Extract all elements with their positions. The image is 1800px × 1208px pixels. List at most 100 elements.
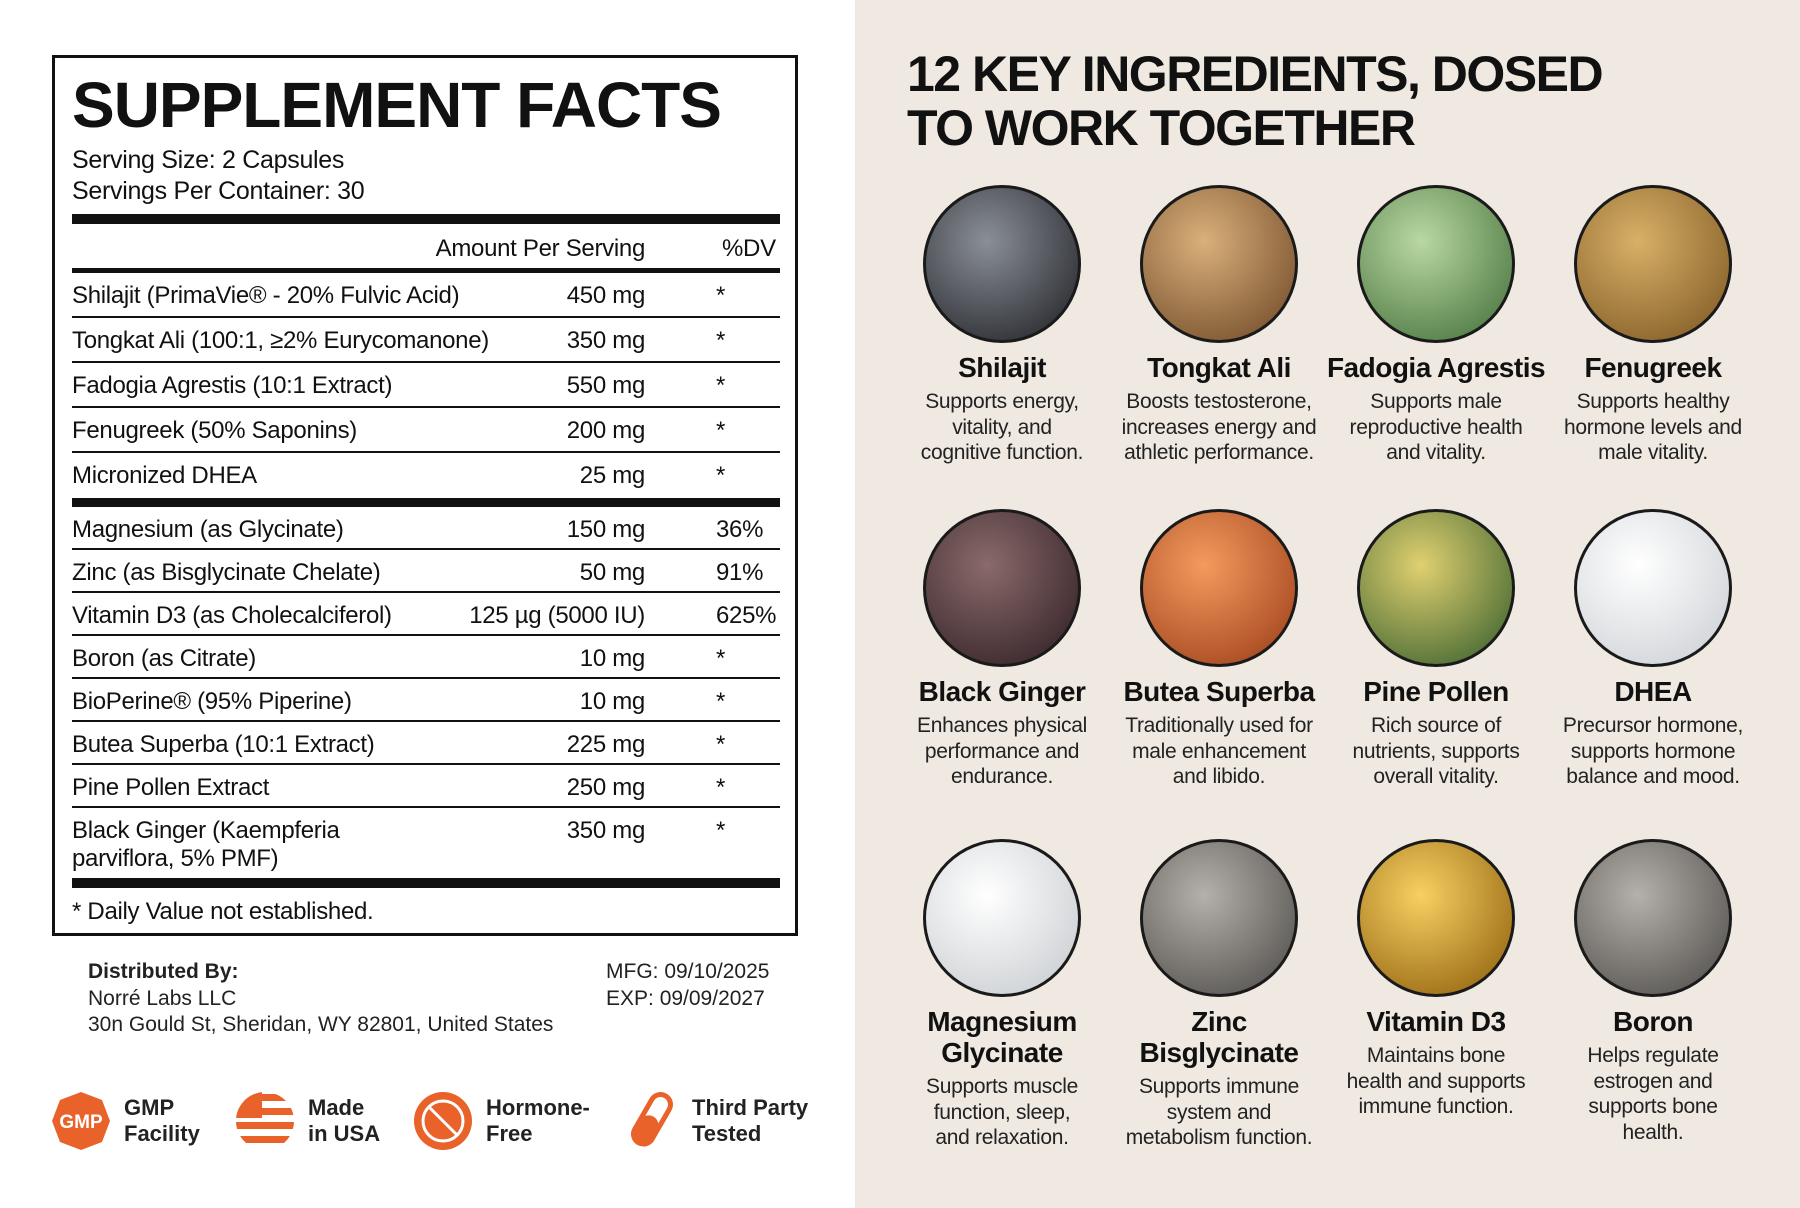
daily-value: *	[716, 372, 726, 399]
ingredient-card: Zinc Bisglycinate Supports immune system …	[1099, 1006, 1339, 1151]
ingredient-card: Fenugreek Supports healthy hormone levels…	[1533, 352, 1773, 466]
ingredient-image	[1574, 839, 1732, 997]
ingredient-description: Traditionally used for male enhancement …	[1125, 714, 1313, 788]
ingredient-title: Butea Superba	[1123, 676, 1315, 707]
daily-value: *	[716, 731, 726, 758]
gmp-icon: GMP	[52, 1092, 110, 1150]
rule	[72, 548, 780, 550]
amount: 10 mg	[579, 688, 646, 715]
ingredient-description: Enhances physical performance and endura…	[916, 714, 1087, 788]
ingredient-title: Zinc Bisglycinate	[1139, 1006, 1299, 1068]
facts-row: Boron (as Citrate) 10 mg *	[72, 636, 780, 679]
ingredient-card: Pine Pollen Rich source of nutrients, sup…	[1316, 676, 1556, 790]
ingredient-description: Supports healthy hormone levels and male…	[1564, 390, 1742, 464]
ingredient-image	[923, 509, 1081, 667]
column-header: Amount Per Serving	[435, 235, 646, 262]
serving-size: Serving Size: 2 Capsules	[72, 146, 345, 174]
rule	[72, 806, 780, 808]
badge-label: Made in USA	[308, 1095, 381, 1146]
ingredient-description: Supports energy, vitality, and cognitive…	[920, 390, 1084, 464]
footnote: * Daily Value not established.	[72, 898, 374, 925]
facts-row: Zinc (as Bisglycinate Chelate) 50 mg 91%	[72, 550, 780, 593]
exp-date: EXP: 09/09/2027	[606, 987, 765, 1010]
daily-value: 625%	[716, 602, 777, 629]
mfg-date: MFG: 09/10/2025	[606, 960, 770, 983]
ingredient-name: Magnesium (as Glycinate)	[72, 516, 344, 543]
daily-value: *	[716, 327, 726, 354]
daily-value: *	[716, 282, 726, 309]
test-tube-icon	[631, 1092, 673, 1147]
ingredient-name: Butea Superba (10:1 Extract)	[72, 731, 375, 758]
ingredient-name: Shilajit (PrimaVie® - 20% Fulvic Acid)	[72, 282, 460, 309]
amount: 250 mg	[566, 774, 646, 801]
amount: 550 mg	[566, 372, 646, 399]
ingredient-name: Fenugreek (50% Saponins)	[72, 417, 357, 444]
distributor-address: 30n Gould St, Sheridan, WY 82801, United…	[88, 1013, 554, 1036]
amount: 50 mg	[579, 559, 646, 586]
facts-box	[52, 55, 798, 936]
ingredient-title: Shilajit	[958, 352, 1046, 383]
thick-rule	[72, 878, 780, 888]
distributor-label: Distributed By:	[88, 960, 239, 983]
amount: 225 mg	[566, 731, 646, 758]
ingredient-image	[1574, 509, 1732, 667]
ingredient-title: Fenugreek	[1584, 352, 1722, 383]
ingredient-title: DHEA	[1614, 676, 1692, 707]
distributor-name: Norré Labs LLC	[88, 987, 237, 1010]
amount: 450 mg	[566, 282, 646, 309]
amount: 25 mg	[579, 462, 646, 489]
amount: 350 mg	[566, 327, 646, 354]
ingredient-card: Boron Helps regulate estrogen and support…	[1533, 1006, 1773, 1145]
ingredient-card: Tongkat Ali Boosts testosterone, increase…	[1099, 352, 1339, 466]
servings-per-container: Servings Per Container: 30	[72, 177, 365, 205]
gmp-icon-text: GMP	[59, 1112, 103, 1133]
rule	[72, 763, 780, 765]
badge-label: Hormone- Free	[486, 1095, 590, 1146]
ingredients-title: 12 KEY INGREDIENTS, DOSED TO WORK TOGETH…	[907, 46, 1604, 156]
ingredient-image	[1357, 185, 1515, 343]
ingredient-description: Precursor hormone, supports hormone bala…	[1562, 714, 1744, 788]
thick-rule	[72, 498, 780, 507]
rule	[72, 677, 780, 679]
rule	[72, 361, 780, 363]
facts-row: Micronized DHEA 25 mg *	[72, 453, 780, 498]
ingredient-card: Magnesium Glycinate Supports muscle funct…	[882, 1006, 1122, 1151]
rule	[72, 634, 780, 636]
ingredient-description: Helps regulate estrogen and supports bon…	[1587, 1044, 1719, 1144]
badge-label: GMP Facility	[124, 1095, 200, 1146]
ingredient-image	[1357, 839, 1515, 997]
column-header: %DV	[722, 235, 776, 262]
daily-value: 91%	[716, 559, 764, 586]
ingredient-image	[923, 185, 1081, 343]
ingredient-image	[1357, 509, 1515, 667]
ingredient-name: Boron (as Citrate)	[72, 645, 256, 672]
ingredient-name: Fadogia Agrestis (10:1 Extract)	[72, 372, 393, 399]
rule	[72, 316, 780, 318]
ingredient-image	[1140, 509, 1298, 667]
ingredient-card: Vitamin D3 Maintains bone health and supp…	[1316, 1006, 1556, 1120]
ingredient-description: Boosts testosterone, increases energy an…	[1121, 390, 1317, 464]
ingredient-name: BioPerine® (95% Piperine)	[72, 688, 352, 715]
thick-rule	[72, 214, 780, 224]
facts-row: Fadogia Agrestis (10:1 Extract) 550 mg *	[72, 363, 780, 408]
ingredient-image	[923, 839, 1081, 997]
ingredient-title: Black Ginger	[918, 676, 1086, 707]
ingredient-title: Vitamin D3	[1366, 1006, 1506, 1037]
ingredient-card: Black Ginger Enhances physical performanc…	[882, 676, 1122, 790]
ingredient-card: DHEA Precursor hormone, supports hormone …	[1533, 676, 1773, 790]
facts-title: SUPPLEMENT FACTS	[72, 69, 722, 141]
facts-row: Shilajit (PrimaVie® - 20% Fulvic Acid) 45…	[72, 273, 780, 318]
ingredient-description: Supports muscle function, sleep, and rel…	[926, 1075, 1078, 1149]
rule	[72, 268, 780, 273]
rule	[72, 591, 780, 593]
ingredient-title: Boron	[1613, 1006, 1693, 1037]
ingredient-image	[1140, 185, 1298, 343]
badge-label: Third Party Tested	[692, 1095, 809, 1146]
amount: 350 mg	[566, 817, 646, 844]
ingredient-title: Fadogia Agrestis	[1326, 352, 1546, 383]
daily-value: *	[716, 417, 726, 444]
ingredient-name: Pine Pollen Extract	[72, 774, 270, 801]
ingredient-description: Rich source of nutrients, supports overa…	[1352, 714, 1520, 788]
ingredient-card: Shilajit Supports energy, vitality, and c…	[882, 352, 1122, 466]
facts-row: BioPerine® (95% Piperine) 10 mg *	[72, 679, 780, 722]
